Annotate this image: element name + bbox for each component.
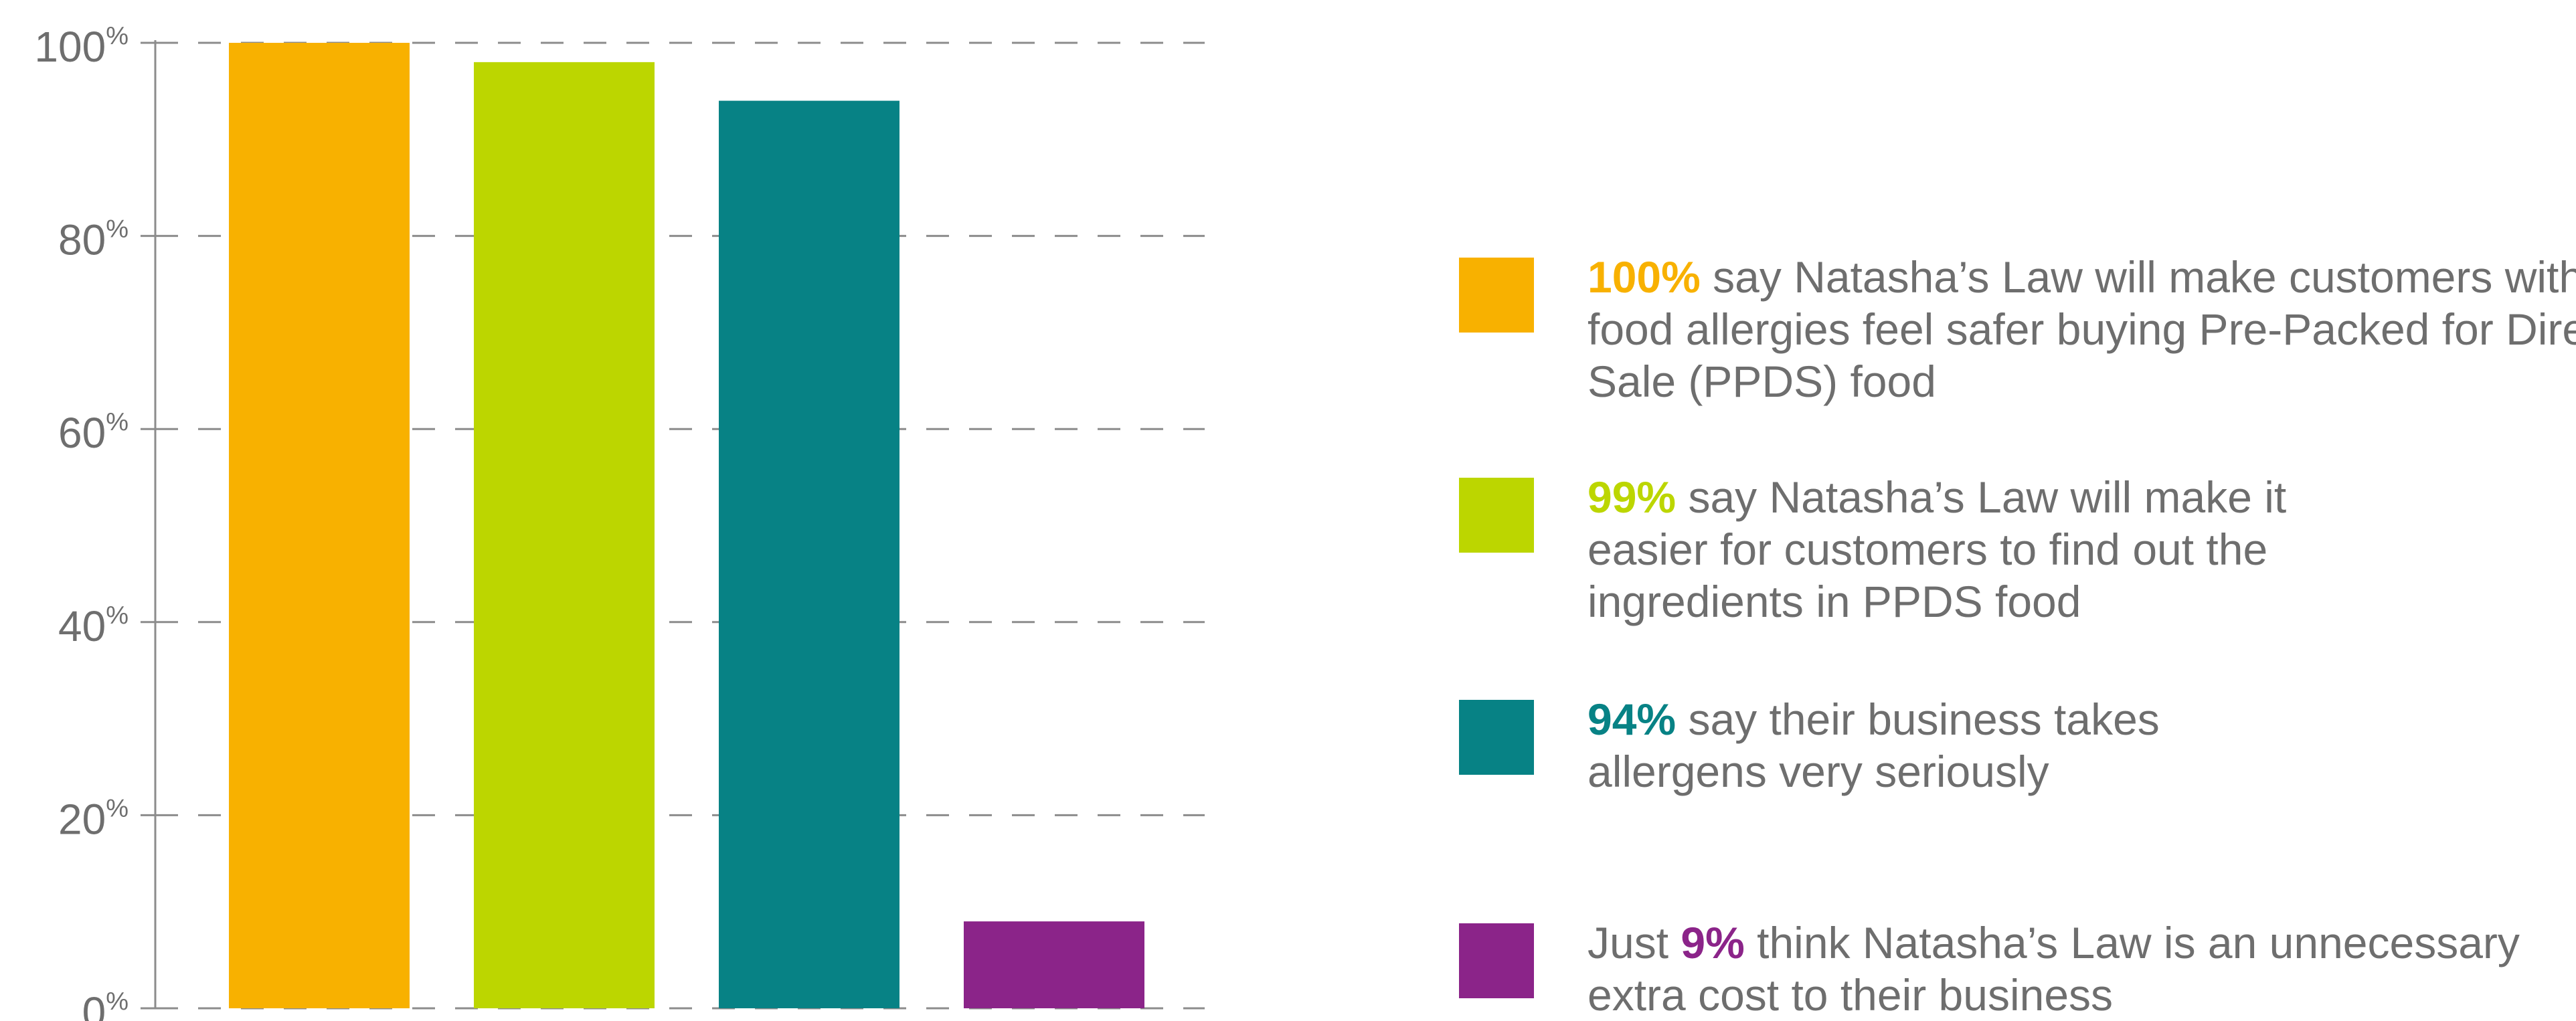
- y-tick-number-40: 40: [58, 602, 106, 650]
- y-tick-label-60: 60%: [58, 408, 128, 457]
- legend-pre-4: Just: [1587, 918, 1681, 967]
- y-tick-unit-80: %: [106, 215, 128, 244]
- legend-swatch-lime: [1459, 478, 1534, 553]
- y-tick-unit-20: %: [106, 794, 128, 822]
- y-tick-label-80: 80%: [58, 215, 128, 264]
- y-tick-unit-40: %: [106, 601, 128, 630]
- y-tick-label-40: 40%: [58, 601, 128, 650]
- y-tick-label-20: 20%: [58, 794, 128, 843]
- legend-highlight-3: 94%: [1587, 694, 1677, 744]
- legend-body-2: say Natasha’s Law will make it easier fo…: [1587, 472, 2287, 626]
- bars: [229, 43, 1144, 1009]
- legend-body-1: say Natasha’s Law will make customers wi…: [1587, 252, 2576, 406]
- bar-1: [229, 43, 410, 1008]
- legend-text-2: 99% say Natasha’s Law will make it easie…: [1587, 471, 2404, 628]
- legend-highlight-1: 100%: [1587, 252, 1701, 302]
- y-tick-label-100: 100%: [34, 22, 128, 71]
- legend-swatch-orange: [1459, 258, 1534, 333]
- legend-text-4: Just 9% think Natasha’s Law is an unnece…: [1587, 917, 2538, 1021]
- legend-highlight-4: 9%: [1681, 918, 1745, 967]
- y-tick-unit-60: %: [106, 408, 128, 436]
- bar-4: [964, 921, 1144, 1008]
- legend-text-1: 100% say Natasha’s Law will make custome…: [1587, 251, 2576, 407]
- bar-chart: 0%20%40%60%80%100%: [34, 22, 1205, 1021]
- y-tick-unit-0: %: [106, 988, 128, 1016]
- y-tick-number-60: 60: [58, 409, 106, 457]
- y-tick-number-0: 0: [82, 988, 106, 1021]
- y-tick-unit-100: %: [106, 22, 128, 50]
- bar-2: [474, 62, 655, 1009]
- legend-text-3: 94% say their business takes allergens v…: [1587, 693, 2257, 798]
- legend-swatch-purple: [1459, 923, 1534, 998]
- legend-highlight-2: 99%: [1587, 472, 1677, 522]
- y-axis-ticks: 0%20%40%60%80%100%: [34, 22, 155, 1021]
- y-tick-number-20: 20: [58, 795, 106, 843]
- legend-body-3: say their business takes allergens very …: [1587, 694, 2160, 796]
- y-tick-label-0: 0%: [82, 988, 128, 1021]
- bar-3: [719, 100, 899, 1009]
- legend-swatch-teal: [1459, 700, 1534, 775]
- y-tick-number-80: 80: [58, 216, 106, 264]
- y-tick-number-100: 100: [34, 23, 106, 71]
- legend-body-4: think Natasha’s Law is an unnecessary ex…: [1587, 918, 2520, 1020]
